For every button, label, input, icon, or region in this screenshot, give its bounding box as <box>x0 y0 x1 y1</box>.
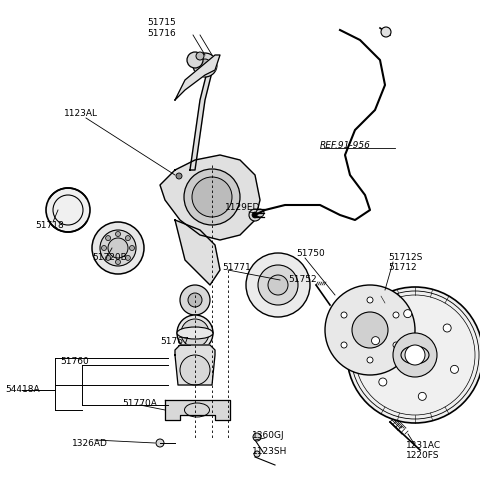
Text: 51712S: 51712S <box>388 252 422 262</box>
Circle shape <box>256 209 264 217</box>
Circle shape <box>130 245 134 250</box>
Circle shape <box>379 378 387 386</box>
Text: 51760: 51760 <box>60 357 89 367</box>
Circle shape <box>187 52 203 68</box>
Circle shape <box>404 310 412 318</box>
Circle shape <box>393 342 399 348</box>
Circle shape <box>184 169 240 225</box>
Circle shape <box>393 333 437 377</box>
Circle shape <box>352 312 388 348</box>
Circle shape <box>253 433 261 441</box>
Text: 1129ED: 1129ED <box>225 203 260 211</box>
Circle shape <box>106 236 110 241</box>
Circle shape <box>125 236 131 241</box>
Circle shape <box>101 245 107 250</box>
Circle shape <box>106 255 110 261</box>
Text: 51770A: 51770A <box>122 398 157 408</box>
Circle shape <box>116 231 120 237</box>
Circle shape <box>347 287 480 423</box>
Circle shape <box>199 59 211 71</box>
Circle shape <box>252 212 258 218</box>
Circle shape <box>258 265 298 305</box>
Circle shape <box>381 27 391 37</box>
Circle shape <box>176 173 182 179</box>
Circle shape <box>188 293 202 307</box>
Circle shape <box>192 177 232 217</box>
Text: 51767: 51767 <box>160 337 189 346</box>
Text: 1220FS: 1220FS <box>406 450 440 460</box>
Circle shape <box>108 238 128 258</box>
Circle shape <box>46 188 90 232</box>
Polygon shape <box>175 345 215 385</box>
Circle shape <box>116 260 120 264</box>
Polygon shape <box>175 220 220 285</box>
Circle shape <box>180 285 210 315</box>
Circle shape <box>181 319 209 347</box>
Circle shape <box>180 355 210 385</box>
Circle shape <box>372 337 380 345</box>
Text: 51720B: 51720B <box>92 254 127 262</box>
Circle shape <box>100 230 136 266</box>
Polygon shape <box>160 155 260 240</box>
Circle shape <box>254 451 260 457</box>
Text: 51771: 51771 <box>222 263 251 273</box>
Text: REF.91-956: REF.91-956 <box>320 141 371 150</box>
Circle shape <box>443 324 451 332</box>
Circle shape <box>405 345 425 365</box>
Text: 1360GJ: 1360GJ <box>252 431 285 441</box>
Circle shape <box>177 315 213 351</box>
Circle shape <box>92 222 144 274</box>
Text: 51712: 51712 <box>388 262 417 271</box>
Circle shape <box>450 365 458 374</box>
Circle shape <box>268 275 288 295</box>
Circle shape <box>341 312 347 318</box>
Text: 1123AL: 1123AL <box>64 109 98 117</box>
Circle shape <box>193 53 217 77</box>
Circle shape <box>418 393 426 400</box>
Circle shape <box>341 342 347 348</box>
Circle shape <box>196 52 204 60</box>
Text: 51752: 51752 <box>288 275 317 283</box>
Circle shape <box>367 357 373 363</box>
Ellipse shape <box>401 346 429 364</box>
Circle shape <box>249 209 261 221</box>
Text: 54418A: 54418A <box>5 386 40 394</box>
Text: 51715
51716: 51715 51716 <box>148 19 176 37</box>
Circle shape <box>393 312 399 318</box>
Text: 1123SH: 1123SH <box>252 448 288 456</box>
Circle shape <box>325 285 415 375</box>
Circle shape <box>246 253 310 317</box>
Text: 51718: 51718 <box>35 221 64 229</box>
Text: 1231AC: 1231AC <box>406 441 441 450</box>
Polygon shape <box>165 400 230 420</box>
Polygon shape <box>190 60 215 170</box>
Ellipse shape <box>177 327 213 339</box>
Circle shape <box>367 297 373 303</box>
Circle shape <box>156 439 164 447</box>
Text: 1326AD: 1326AD <box>72 438 108 448</box>
Polygon shape <box>175 55 220 100</box>
Circle shape <box>125 255 131 261</box>
Text: 51750: 51750 <box>296 248 325 258</box>
